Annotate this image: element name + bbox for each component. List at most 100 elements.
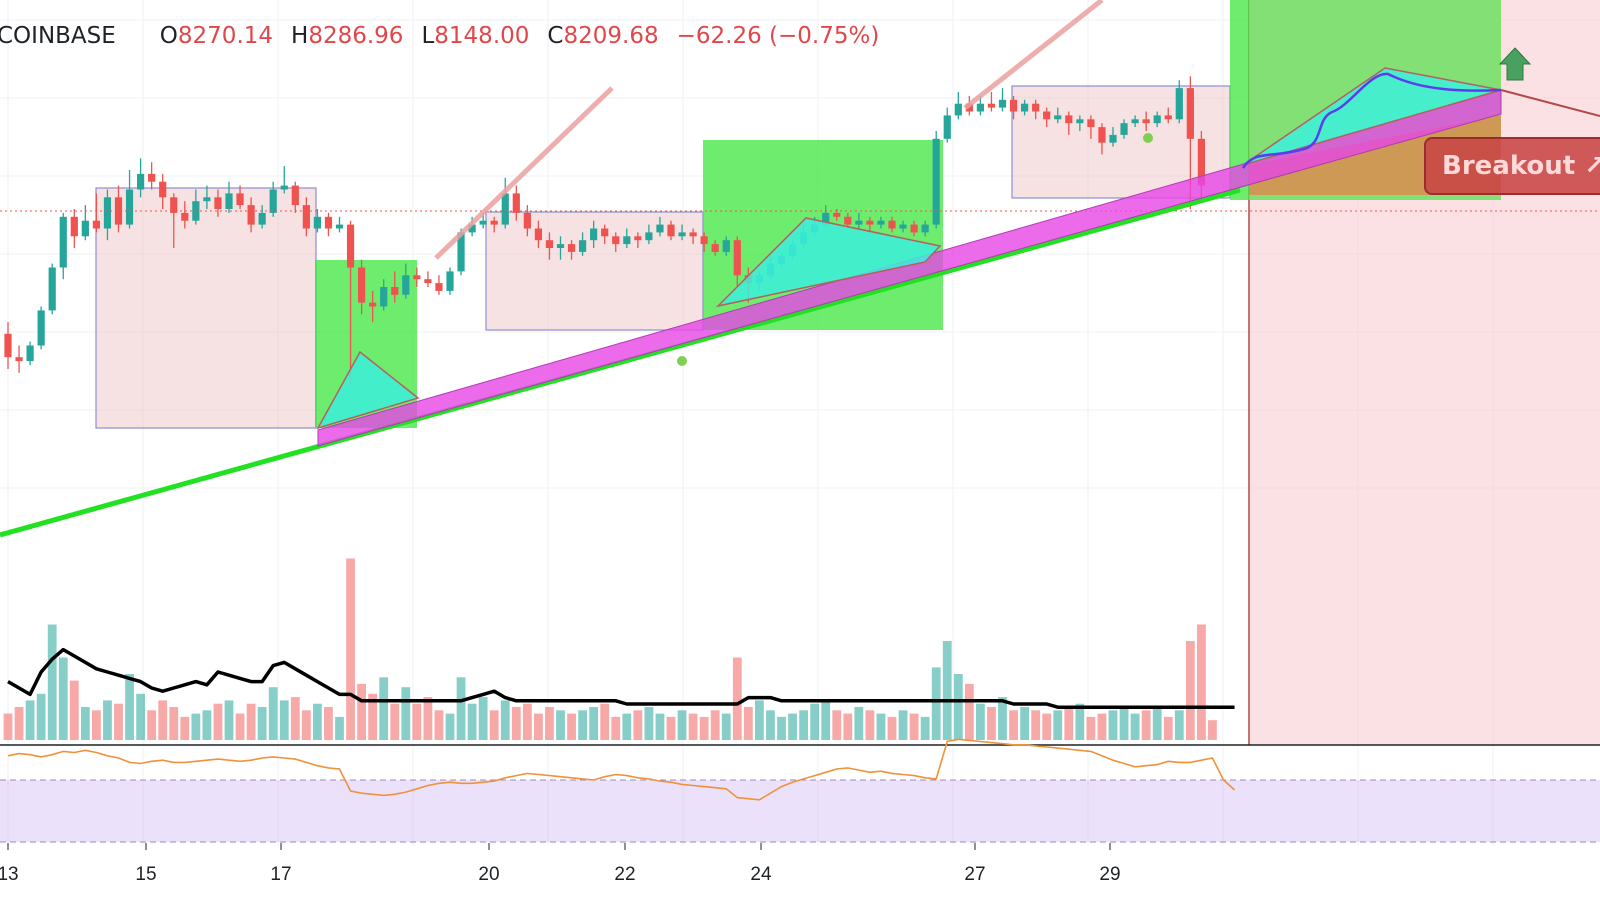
breakout-label-button[interactable]: Breakout ↗	[1424, 137, 1600, 195]
volume-bar	[666, 716, 676, 740]
volume-bar	[246, 703, 256, 740]
candle-body	[468, 224, 476, 233]
triangle-pattern	[316, 350, 420, 430]
volume-bar	[401, 687, 411, 740]
volume-bar	[478, 697, 488, 740]
candle-body	[391, 287, 399, 295]
volume-bar	[69, 680, 79, 740]
volume-bar	[180, 716, 190, 740]
candle-body	[236, 193, 244, 206]
volume-bar	[655, 713, 665, 740]
candle-body	[435, 283, 443, 291]
volume-bar	[799, 710, 808, 740]
candle-body	[26, 345, 34, 362]
volume-bar	[1086, 716, 1096, 740]
candle-body	[567, 244, 576, 252]
candle-body	[1142, 119, 1150, 124]
volume-bar	[346, 558, 355, 740]
volume-bar	[1009, 710, 1018, 740]
volume-bar	[335, 716, 344, 740]
candle-body	[1087, 119, 1095, 128]
x-tick-label: 15	[135, 864, 156, 885]
candle-body	[866, 220, 874, 225]
volume-bar	[721, 713, 731, 740]
candle-body	[324, 216, 333, 229]
candle-body	[1153, 115, 1161, 124]
candle-body	[910, 224, 918, 233]
candle-body	[833, 212, 841, 217]
candle-body	[92, 220, 100, 229]
candle-body	[579, 240, 587, 252]
triangle-pattern	[715, 217, 942, 308]
candle-body	[59, 216, 67, 268]
volume-bar	[379, 677, 389, 740]
volume-bar	[876, 713, 886, 740]
volume-bar	[1141, 710, 1151, 740]
volume-bar	[456, 677, 466, 740]
volume-bar	[545, 707, 554, 740]
volume-bar	[511, 707, 521, 740]
low-value: L8148.00	[421, 23, 530, 49]
volume-bar	[257, 707, 267, 740]
trend-drawings	[0, 0, 1600, 538]
candle-body	[1065, 115, 1073, 124]
volume-bar	[235, 713, 245, 740]
volume-bar	[147, 710, 157, 740]
volume-pane	[0, 558, 1600, 746]
candle-body	[479, 220, 487, 225]
candle-body	[700, 236, 708, 245]
volume-bar	[578, 710, 587, 740]
volume-bar	[567, 713, 576, 740]
volume-bar	[600, 703, 610, 740]
candle-body	[590, 228, 598, 241]
volume-bar	[1053, 710, 1063, 740]
x-tick-label: 29	[1099, 864, 1120, 885]
candle-body	[81, 220, 89, 237]
candle-body	[125, 189, 134, 225]
candle-body	[148, 173, 156, 182]
volume-bar	[1185, 641, 1195, 740]
volume-bar	[467, 703, 477, 740]
candle-body	[137, 173, 145, 190]
candle-body	[722, 240, 730, 252]
volume-bar	[909, 713, 919, 740]
candle-body	[512, 193, 520, 213]
candle-body	[1098, 127, 1106, 143]
volume-bar	[423, 697, 433, 740]
candle-body	[269, 189, 277, 213]
volume-bar	[158, 700, 168, 740]
signal-dot	[677, 356, 687, 366]
volume-bar	[987, 707, 996, 740]
volume-bar	[556, 710, 565, 740]
candle-body	[678, 232, 686, 237]
candle-body	[181, 212, 189, 221]
volume-bar	[832, 710, 842, 740]
candle-body	[921, 224, 929, 233]
candle-body	[943, 115, 951, 139]
volume-bar	[169, 707, 179, 740]
projection-down-line	[1500, 89, 1600, 117]
volume-bar	[1031, 710, 1041, 740]
candle-body	[689, 232, 697, 237]
close-value: C8209.68	[547, 23, 659, 49]
candle-body	[899, 224, 907, 229]
candle-body	[877, 220, 885, 225]
candle-body	[1076, 119, 1084, 124]
exchange-name: COINBASE	[0, 23, 116, 49]
candle-body	[601, 228, 609, 237]
candle-body	[998, 99, 1007, 108]
volume-bar	[202, 710, 212, 740]
volume-bar	[865, 710, 875, 740]
candle-body	[1109, 134, 1117, 143]
candle-body	[402, 275, 410, 295]
candle-body	[501, 193, 509, 225]
candle-body	[380, 287, 388, 307]
candle-body	[247, 205, 255, 225]
volume-bar	[755, 700, 764, 740]
candle-body	[490, 220, 498, 225]
x-tick-label: 24	[750, 864, 772, 885]
rsi-pane	[0, 738, 1600, 843]
volume-bar	[522, 703, 532, 740]
volume-bar	[1108, 710, 1118, 740]
